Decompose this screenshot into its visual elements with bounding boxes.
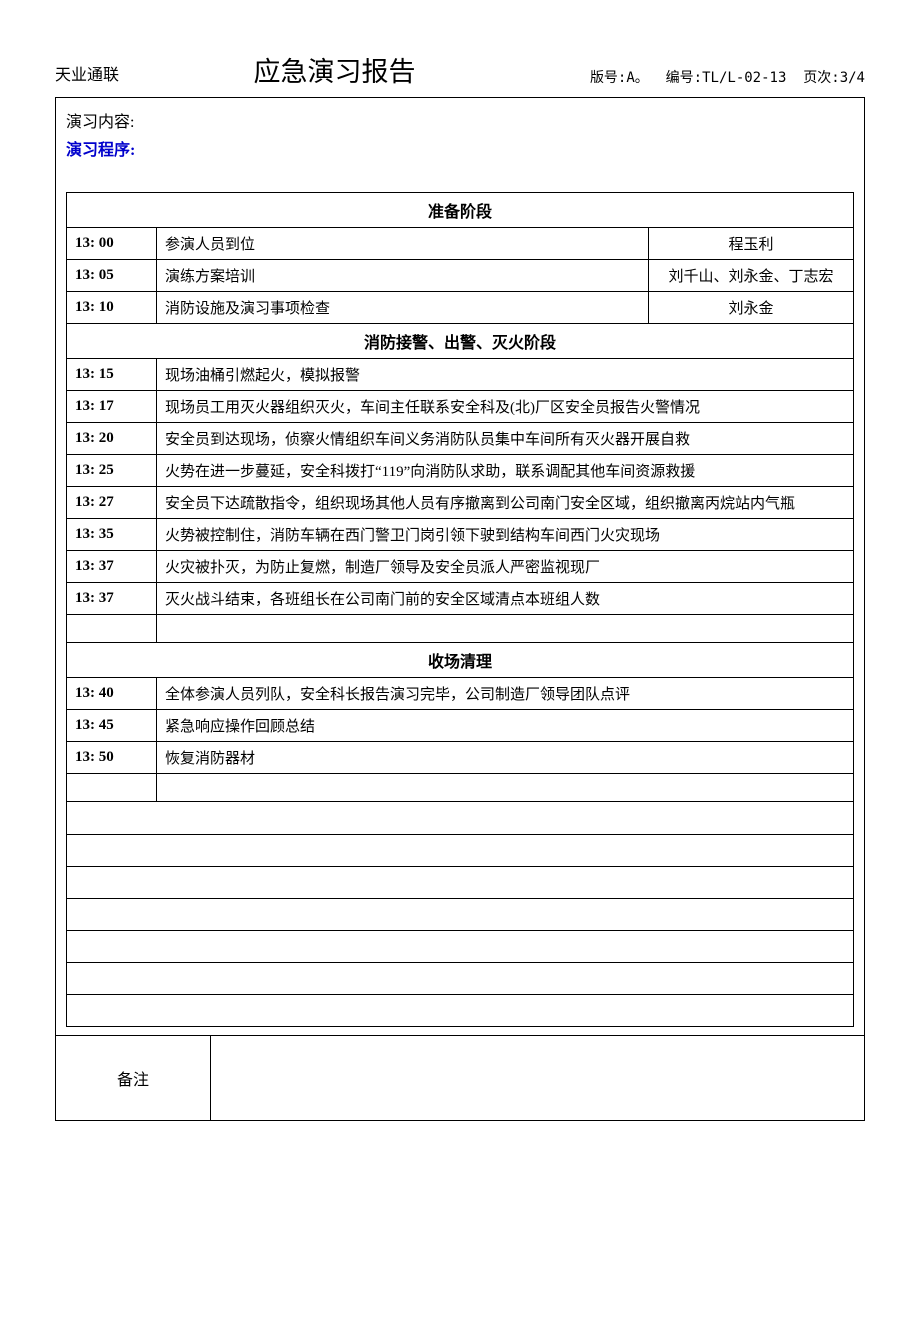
page-value: 3/4: [840, 70, 865, 86]
time-cell: 13: 10: [67, 292, 157, 324]
empty-cell: [67, 994, 854, 1026]
time-cell: 13: 40: [67, 678, 157, 710]
time-cell: 13: 20: [67, 423, 157, 455]
version-label: 版号:: [590, 70, 626, 86]
empty-row: [67, 834, 854, 866]
blank-rows-table: [66, 802, 854, 1027]
person-cell: 刘永金: [649, 292, 854, 324]
desc-cell: 安全员下达疏散指令，组织现场其他人员有序撤离到公司南门安全区域，组织撤离丙烷站内…: [157, 487, 854, 519]
empty-cell: [157, 774, 854, 802]
desc-cell: 演练方案培训: [157, 260, 649, 292]
form-container: 演习内容: 演习程序: 准备阶段 13: 00 参演人员到位 程玉利 13: 0…: [55, 97, 865, 1121]
empty-row: [67, 774, 854, 802]
empty-cell: [157, 615, 854, 643]
desc-cell: 灭火战斗结束，各班组长在公司南门前的安全区域清点本班组人数: [157, 583, 854, 615]
empty-cell: [67, 962, 854, 994]
empty-row: [67, 615, 854, 643]
remark-content: [211, 1036, 864, 1120]
desc-cell: 全体参演人员列队，安全科长报告演习完毕，公司制造厂领导团队点评: [157, 678, 854, 710]
header: 天业通联 应急演习报告 版号:A。 编号:TL/L-02-13 页次:3/4: [55, 50, 865, 89]
empty-cell: [67, 834, 854, 866]
remark-label: 备注: [56, 1036, 211, 1120]
empty-cell: [67, 930, 854, 962]
empty-cell: [67, 802, 854, 834]
time-cell: 13: 25: [67, 455, 157, 487]
table-row: 13: 27 安全员下达疏散指令，组织现场其他人员有序撤离到公司南门安全区域，组…: [67, 487, 854, 519]
time-cell: 13: 35: [67, 519, 157, 551]
table-row: 13: 25 火势在进一步蔓延，安全科拨打“119”向消防队求助，联系调配其他车…: [67, 455, 854, 487]
table-row: 13: 37 灭火战斗结束，各班组长在公司南门前的安全区域清点本班组人数: [67, 583, 854, 615]
empty-row: [67, 866, 854, 898]
empty-row: [67, 962, 854, 994]
desc-cell: 现场员工用灭火器组织灭火，车间主任联系安全科及(北)厂区安全员报告火警情况: [157, 391, 854, 423]
empty-cell: [67, 866, 854, 898]
page-title: 应急演习报告: [79, 50, 590, 89]
section-header-row: 消防接警、出警、灭火阶段: [67, 324, 854, 359]
drill-program-label: 演习程序:: [56, 136, 864, 172]
time-cell: 13: 17: [67, 391, 157, 423]
drill-content-label: 演习内容:: [56, 98, 864, 136]
person-cell: 程玉利: [649, 228, 854, 260]
empty-row: [67, 930, 854, 962]
section-header-row: 收场清理: [67, 643, 854, 678]
table-row: 13: 10 消防设施及演习事项检查 刘永金: [67, 292, 854, 324]
section-header-row: 准备阶段: [67, 193, 854, 228]
table-row: 13: 00 参演人员到位 程玉利: [67, 228, 854, 260]
time-cell: 13: 37: [67, 551, 157, 583]
table-row: 13: 05 演练方案培训 刘千山、刘永金、丁志宏: [67, 260, 854, 292]
code-label: 编号:: [666, 70, 702, 86]
header-meta: 版号:A。 编号:TL/L-02-13 页次:3/4: [590, 67, 865, 89]
time-cell: 13: 45: [67, 710, 157, 742]
desc-cell: 紧急响应操作回顾总结: [157, 710, 854, 742]
spacer: [56, 1027, 864, 1035]
time-cell: 13: 50: [67, 742, 157, 774]
page: 天业通联 应急演习报告 版号:A。 编号:TL/L-02-13 页次:3/4 演…: [0, 0, 920, 1151]
table-row: 13: 45 紧急响应操作回顾总结: [67, 710, 854, 742]
time-cell: 13: 37: [67, 583, 157, 615]
table-row: 13: 40 全体参演人员列队，安全科长报告演习完毕，公司制造厂领导团队点评: [67, 678, 854, 710]
section-fire-header: 消防接警、出警、灭火阶段: [67, 324, 854, 359]
time-cell: 13: 00: [67, 228, 157, 260]
desc-cell: 消防设施及演习事项检查: [157, 292, 649, 324]
time-cell: 13: 05: [67, 260, 157, 292]
person-cell: 刘千山、刘永金、丁志宏: [649, 260, 854, 292]
empty-cell: [67, 615, 157, 643]
table-row: 13: 35 火势被控制住，消防车辆在西门警卫门岗引领下驶到结构车间西门火灾现场: [67, 519, 854, 551]
time-cell: 13: 15: [67, 359, 157, 391]
table-row: 13: 50 恢复消防器材: [67, 742, 854, 774]
desc-cell: 恢复消防器材: [157, 742, 854, 774]
version-value: A。: [626, 70, 648, 86]
remark-row: 备注: [56, 1035, 864, 1120]
time-cell: 13: 27: [67, 487, 157, 519]
empty-cell: [67, 774, 157, 802]
empty-row: [67, 994, 854, 1026]
desc-cell: 火势在进一步蔓延，安全科拨打“119”向消防队求助，联系调配其他车间资源救援: [157, 455, 854, 487]
desc-cell: 火灾被扑灭，为防止复燃，制造厂领导及安全员派人严密监视现厂: [157, 551, 854, 583]
table-row: 13: 37 火灾被扑灭，为防止复燃，制造厂领导及安全员派人严密监视现厂: [67, 551, 854, 583]
section-prep-header: 准备阶段: [67, 193, 854, 228]
desc-cell: 参演人员到位: [157, 228, 649, 260]
schedule-table: 准备阶段 13: 00 参演人员到位 程玉利 13: 05 演练方案培训 刘千山…: [66, 192, 854, 802]
empty-row: [67, 898, 854, 930]
desc-cell: 安全员到达现场，侦察火情组织车间义务消防队员集中车间所有灭火器开展自救: [157, 423, 854, 455]
empty-cell: [67, 898, 854, 930]
desc-cell: 火势被控制住，消防车辆在西门警卫门岗引领下驶到结构车间西门火灾现场: [157, 519, 854, 551]
empty-row: [67, 802, 854, 834]
section-cleanup-header: 收场清理: [67, 643, 854, 678]
page-label: 页次:: [803, 70, 839, 86]
code-value: TL/L-02-13: [702, 70, 786, 86]
desc-cell: 现场油桶引燃起火，模拟报警: [157, 359, 854, 391]
table-row: 13: 15 现场油桶引燃起火，模拟报警: [67, 359, 854, 391]
table-row: 13: 20 安全员到达现场，侦察火情组织车间义务消防队员集中车间所有灭火器开展…: [67, 423, 854, 455]
table-row: 13: 17 现场员工用灭火器组织灭火，车间主任联系安全科及(北)厂区安全员报告…: [67, 391, 854, 423]
